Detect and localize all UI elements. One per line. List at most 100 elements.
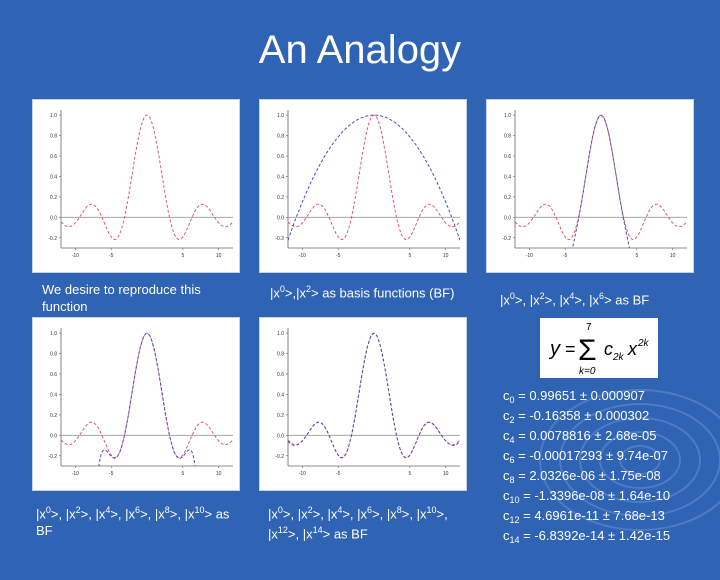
coefficient-name: c [503, 408, 510, 423]
x-tick-label: 10 [443, 253, 449, 259]
x-tick-label: 5 [408, 253, 411, 259]
caption-4-part: 8 [164, 505, 170, 515]
caption-3-part: >, |x [514, 292, 540, 308]
y-tick-label: 0.0 [504, 215, 511, 221]
y-tick-label: -0.2 [275, 236, 284, 242]
caption-5-part: >, |x [342, 506, 368, 522]
x-tick-label: 5 [635, 253, 638, 259]
y-tick-label: 0.0 [277, 433, 284, 439]
caption-5-part: 6 [367, 505, 373, 515]
coefficient-name: c [503, 428, 510, 443]
y-tick-label: -0.2 [275, 454, 284, 460]
caption-4-part: >, |x [169, 506, 195, 522]
coefficient-row: c0 = 0.99651 ± 0.000907 [503, 388, 670, 408]
x-tick-label: 5 [181, 471, 184, 477]
x-tick-label: 10 [216, 471, 222, 477]
coefficient-list: c0 = 0.99651 ± 0.000907 c2 = -0.16358 ± 0… [503, 388, 670, 548]
y-tick-label: 0.8 [50, 352, 57, 358]
caption-5-part: 8 [396, 505, 402, 515]
eq-sub: 2k [612, 352, 625, 363]
caption-4-part: >, |x [140, 506, 165, 522]
caption-2-part: |x [270, 285, 280, 301]
eq-term: c [604, 339, 613, 359]
caption-target-function: We desire to reproduce this function [42, 281, 232, 315]
caption-5-part: |x [268, 506, 278, 522]
coefficient-name: c [503, 508, 510, 523]
eq-equals: = [565, 339, 576, 359]
plot-panel-5: 1.0 0.8 0.6 0.4 0.2 0.0 -0.2 -10 -5 5 10 [260, 318, 466, 490]
caption-5-part: >, |x [268, 506, 448, 542]
eq-var: x [627, 339, 638, 359]
plot-panel-2: 1.0 0.8 0.6 0.4 0.2 0.0 -0.2 -10 -5 5 10 [260, 100, 466, 272]
caption-5-part: 12 [277, 525, 288, 536]
coefficient-row: c6 = -0.00017293 ± 9.74e-07 [503, 448, 670, 468]
caption-3-part: |x [500, 292, 510, 308]
y-tick-label: 1.0 [504, 113, 511, 119]
x-tick-label: 5 [408, 471, 411, 477]
caption-4-part: >, |x [110, 506, 136, 522]
caption-2-part: 2 [306, 284, 312, 294]
coefficient-value: = -0.00017293 ± 9.74e-07 [514, 448, 669, 463]
caption-4-part: 0 [45, 505, 51, 515]
caption-3-part: >, |x [544, 292, 570, 308]
y-tick-label: 1.0 [50, 113, 57, 119]
caption-4-part: > as BF [36, 506, 230, 539]
caption-basis-2: |x0>,|x2> as basis functions (BF) [270, 281, 460, 301]
coefficient-name: c [503, 528, 510, 543]
y-tick-label: 0.6 [277, 372, 284, 378]
caption-5-part: 10 [426, 505, 437, 515]
fit-curve [572, 114, 630, 248]
x-tick-label: -10 [299, 253, 306, 259]
coefficient-index: 8 [509, 475, 515, 485]
coefficient-index: 6 [509, 455, 515, 465]
target-curve [61, 114, 233, 241]
coefficient-row: c4 = 0.0078816 ± 2.68e-05 [503, 428, 670, 448]
caption-3-part: 2 [539, 291, 545, 301]
coefficient-index: 14 [509, 535, 520, 545]
coefficient-index: 4 [509, 435, 515, 445]
caption-5-part: 4 [337, 505, 343, 515]
caption-2-part: > as basis functions (BF) [311, 285, 455, 301]
y-tick-label: 0.4 [50, 392, 57, 398]
caption-5-part: >, |x [401, 506, 427, 522]
coefficient-value: = -1.3396e-08 ± 1.64e-10 [519, 488, 671, 503]
y-tick-label: 0.2 [50, 413, 57, 419]
x-tick-label: -5 [336, 253, 341, 259]
y-tick-label: 0.6 [504, 154, 511, 160]
series-equation: y = Σ 7 k=0 c 2k x 2k [540, 318, 658, 378]
y-tick-label: 0.4 [277, 174, 284, 180]
plot-panel-1: 1.0 0.8 0.6 0.4 0.2 0.0 -0.2 -10 -5 5 10 [33, 100, 239, 272]
caption-3-part: 6 [599, 291, 605, 301]
plot-4: 1.0 0.8 0.6 0.4 0.2 0.0 -0.2 -10 -5 5 10 [48, 328, 233, 477]
slide-title: An Analogy [258, 28, 462, 72]
coefficient-index: 12 [509, 515, 520, 525]
caption-3-part: 4 [569, 291, 575, 301]
plot-3: 1.0 0.8 0.6 0.4 0.2 0.0 -0.2 -10 -5 5 10 [502, 110, 687, 259]
x-tick-label: -5 [336, 471, 341, 477]
y-tick-label: 0.4 [50, 174, 57, 180]
coefficient-row: c8 = 2.0326e-06 ± 1.75e-08 [503, 468, 670, 488]
caption-3-part: > as BF [604, 292, 650, 308]
y-tick-label: -0.2 [48, 454, 57, 460]
eq-exp: 2k [637, 338, 650, 349]
caption-2-part: >,|x [284, 285, 306, 301]
coefficient-row: c12 = 4.6961e-11 ± 7.68e-13 [503, 508, 670, 528]
plot-panel-3: 1.0 0.8 0.6 0.4 0.2 0.0 -0.2 -10 -5 5 10 [487, 100, 693, 272]
caption-2-part: 0 [279, 284, 285, 294]
caption-basis-6: |x0>, |x2>, |x4>, |x6>, |x8>, |x10> as B… [36, 502, 246, 539]
x-tick-label: -10 [526, 253, 533, 259]
y-tick-label: 0.2 [277, 413, 284, 419]
caption-5-part: 2 [307, 505, 313, 515]
eq-upper: 7 [586, 322, 592, 333]
fit-curve [288, 332, 460, 459]
y-tick-label: 0.6 [277, 154, 284, 160]
y-tick-label: 0.0 [50, 433, 57, 439]
y-tick-label: 0.0 [50, 215, 57, 221]
y-tick-label: 0.8 [277, 134, 284, 140]
eq-sigma: Σ [578, 334, 597, 367]
x-tick-label: -5 [109, 471, 114, 477]
y-tick-label: 1.0 [50, 331, 57, 337]
coefficient-value: = 0.99651 ± 0.000907 [514, 388, 645, 403]
caption-5-part: >, |x [312, 506, 338, 522]
target-curve [288, 114, 460, 241]
